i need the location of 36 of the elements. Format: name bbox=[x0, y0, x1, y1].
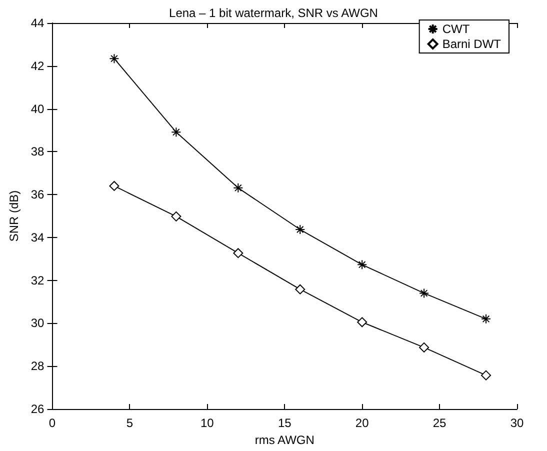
x-tick-label: 5 bbox=[126, 416, 134, 430]
x-tick-label: 20 bbox=[355, 416, 370, 430]
point bbox=[481, 370, 492, 380]
y-tick-label: 42 bbox=[30, 58, 45, 73]
point bbox=[109, 180, 120, 191]
x-tick-label: 25 bbox=[432, 416, 447, 430]
x-axis-title: rms AWGN bbox=[254, 432, 314, 447]
y-tick-label: 38 bbox=[30, 144, 45, 159]
point bbox=[109, 54, 120, 64]
x-tick-label: 10 bbox=[200, 416, 214, 430]
y-tick-label: 40 bbox=[30, 102, 45, 116]
x-tick-label: 30 bbox=[510, 416, 524, 430]
point bbox=[295, 224, 306, 235]
point bbox=[295, 284, 306, 294]
legend-label: CWT bbox=[442, 22, 470, 36]
y-tick-label: 44 bbox=[30, 16, 45, 30]
point bbox=[419, 288, 430, 298]
x-tick-label: 15 bbox=[278, 416, 292, 430]
point bbox=[233, 248, 244, 258]
y-tick-label: 26 bbox=[30, 402, 45, 416]
legend-label: Barni DWT bbox=[442, 37, 502, 51]
y-tick-label: 30 bbox=[30, 316, 45, 330]
point bbox=[171, 211, 182, 222]
y-tick-label: 28 bbox=[30, 359, 45, 374]
x-tick-label: 0 bbox=[48, 416, 56, 430]
y-tick-label: 36 bbox=[30, 188, 45, 202]
chart-title: Lena – 1 bit watermark, SNR vs AWGN bbox=[169, 6, 378, 20]
point bbox=[233, 182, 244, 193]
point bbox=[419, 342, 430, 352]
point bbox=[357, 317, 368, 328]
y-axis-title: SNR (dB) bbox=[7, 190, 21, 242]
point bbox=[357, 260, 368, 270]
y-tick-label: 34 bbox=[30, 230, 45, 244]
y-tick-label: 32 bbox=[30, 273, 45, 288]
point bbox=[171, 127, 182, 138]
point bbox=[481, 314, 492, 324]
